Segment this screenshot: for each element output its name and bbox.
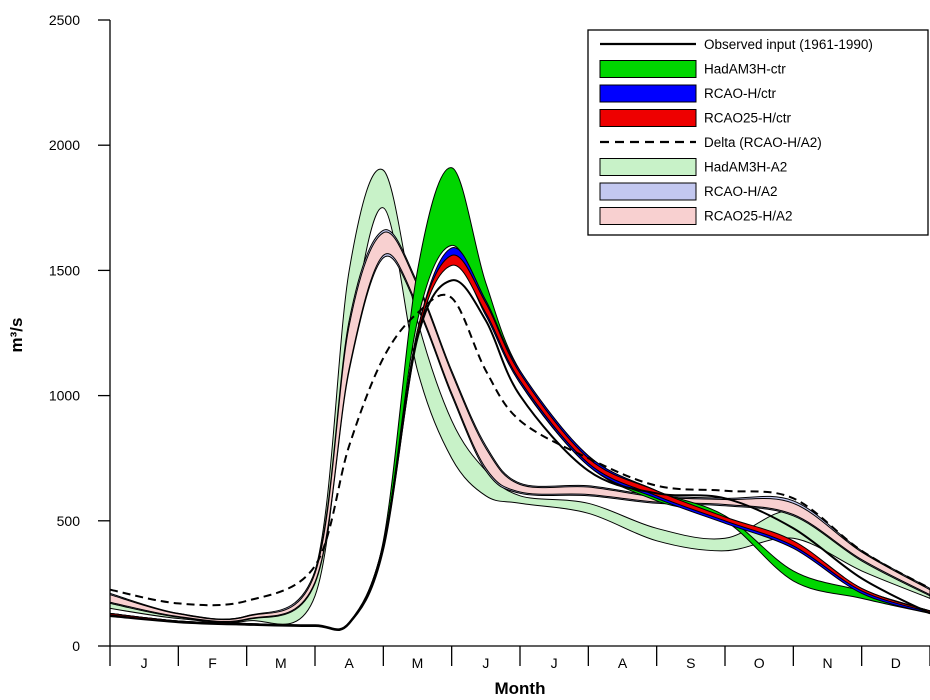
legend-label-rcao-h-ctr: RCAO-H/ctr <box>704 86 777 101</box>
band-rcao25-h-ctr <box>109 254 930 631</box>
x-tick-label: A <box>344 655 354 671</box>
x-tick-label: D <box>891 655 901 671</box>
x-tick-label: A <box>618 655 628 671</box>
x-tick-label: M <box>275 655 287 671</box>
legend-swatch-rcao25-h-ctr <box>599 109 697 127</box>
band-rcao-h-a2 <box>109 229 930 623</box>
x-axis-title: Month <box>495 679 546 698</box>
y-tick-label: 0 <box>72 638 80 654</box>
series-lines <box>109 279 930 632</box>
legend-swatch-rcao25-h-a2 <box>599 207 697 225</box>
legend-swatch-rcao-h-ctr <box>599 84 697 103</box>
legend-label-rcao25-h-a2: RCAO25-H/A2 <box>704 209 793 224</box>
x-tick-label: N <box>822 655 832 671</box>
legend-label-rcao-h-a2: RCAO-H/A2 <box>704 184 778 199</box>
legend-label-rcao25-h-ctr: RCAO25-H/ctr <box>704 111 792 126</box>
legend-swatch-rcao-h-a2 <box>599 182 697 201</box>
legend-label-hadam3h-ctr: HadAM3H-ctr <box>704 62 786 77</box>
band-rcao25-h-a2 <box>109 231 930 622</box>
legend: Observed input (1961-1990) HadAM3H-ctr RCA… <box>587 29 929 236</box>
band-rcao-h-ctr <box>109 247 930 631</box>
line-delta-rcao-h-a2- <box>109 293 930 607</box>
x-tick-label: O <box>754 655 765 671</box>
band-hadam3h-ctr <box>109 167 930 631</box>
legend-label-hadam3h-a2: HadAM3H-A2 <box>704 160 787 175</box>
y-tick-label: 1000 <box>49 388 80 404</box>
line-observed-input-1961-1990- <box>109 279 930 632</box>
y-tick-label: 2500 <box>49 12 80 28</box>
legend-label-delta-rcao-h-a2-: Delta (RCAO-H/A2) <box>704 135 822 150</box>
y-tick-label: 500 <box>57 513 81 529</box>
x-tick-label: F <box>208 655 217 671</box>
x-tick-label: M <box>412 655 424 671</box>
x-tick-label: J <box>551 655 558 671</box>
axes: 0 500 1000 1500 2000 2500 J F M A M J J A S O N D <box>49 12 930 671</box>
legend-label-observed-input-1961-1990-: Observed input (1961-1990) <box>704 37 873 52</box>
x-tick-label: S <box>686 655 695 671</box>
y-axis-title: m³/s <box>7 318 26 353</box>
legend-swatch-hadam3h-ctr <box>599 60 697 78</box>
x-tick-label: J <box>482 655 489 671</box>
y-tick-label: 1500 <box>49 262 80 278</box>
x-tick-label: J <box>141 655 148 671</box>
y-tick-label: 2000 <box>49 137 80 153</box>
legend-swatch-hadam3h-a2 <box>599 158 697 176</box>
series-bands <box>109 167 930 631</box>
